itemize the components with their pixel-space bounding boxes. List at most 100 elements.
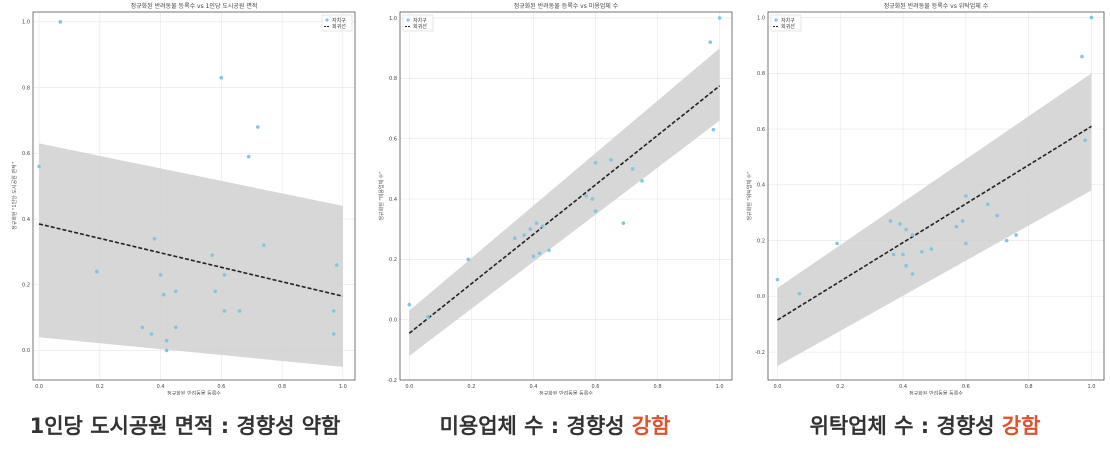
x-tick-label: 0.0: [773, 384, 781, 390]
data-point: [210, 253, 215, 257]
data-point: [898, 222, 902, 226]
data-point: [995, 213, 1000, 218]
data-point: [929, 247, 934, 251]
chart-grooming-svg: 0.0 0.2 0.4 0.6 0.8 1.0 -0.2 0.0 0.2 0.4 0.6 0.8 1.0…: [378, 2, 733, 395]
data-point: [901, 252, 905, 257]
x-tick-label: 0.0: [405, 384, 413, 390]
caption-text: 위탁업체 수 : 경향성: [809, 414, 1002, 438]
x-tick-label: 0.2: [836, 384, 844, 390]
data-point: [1080, 54, 1084, 59]
data-point: [222, 309, 227, 313]
data-point: [466, 257, 471, 262]
data-point: [630, 167, 635, 171]
caption-text: 1인당 도시공원 면적 : 경향성 약함: [29, 414, 341, 438]
x-tick-label: 0.0: [35, 384, 43, 390]
y-tick-label: 0.8: [757, 71, 765, 77]
data-point: [640, 179, 644, 183]
data-point: [334, 263, 339, 267]
regression-line: [777, 125, 1092, 321]
data-point: [37, 164, 41, 169]
legend-entry-points: 자치구: [332, 17, 346, 24]
data-point: [140, 325, 145, 330]
data-point: [964, 194, 968, 198]
regression-line: [408, 85, 721, 334]
y-tick-label: 0.2: [22, 283, 30, 289]
x-tick-label: 1.0: [1087, 384, 1095, 390]
chart-panel-park-area: 0.0 0.2 0.4 0.6 0.8 1.0 0.0 0.2 0.4 0.6 0.8 1.0 정규화된…: [0, 0, 365, 395]
plot-frame: [767, 11, 1105, 381]
data-point: [94, 269, 99, 274]
data-point: [1004, 238, 1009, 243]
data-point: [1089, 15, 1094, 20]
data-point: [540, 224, 545, 228]
data-point: [58, 20, 63, 24]
plot-frame: [32, 11, 356, 381]
caption-grooming: 미용업체 수 : 경향성 강함: [370, 410, 740, 440]
x-axis-label: 정규화된 반려동물 등록수: [539, 390, 593, 395]
data-point: [426, 314, 430, 319]
plot-frame: [399, 11, 733, 381]
chart-title: 정규화된 반려동물 등록수 vs 1인당 도시공원 면적: [131, 2, 258, 10]
chart-panel-boarding: 0.0 0.2 0.4 0.6 0.8 1.0 -0.2 0.0 0.2 0.4 0.6 0.8 1.0…: [738, 0, 1110, 395]
y-tick-label: 0.4: [757, 183, 765, 189]
data-point: [797, 291, 802, 296]
caption-strong: 강함: [1001, 414, 1041, 438]
x-tick-label: 0.4: [529, 384, 537, 390]
legend-box: [770, 14, 802, 32]
data-point: [173, 289, 178, 294]
y-tick-label: 1.0: [757, 15, 765, 21]
chart-park-area-svg: 0.0 0.2 0.4 0.6 0.8 1.0 0.0 0.2 0.4 0.6 0.8 1.0 정규화된…: [11, 2, 356, 395]
data-point: [513, 236, 517, 241]
y-tick-label: 1.0: [22, 20, 30, 26]
y-tick-label: 0.4: [22, 217, 30, 223]
data-point: [904, 227, 908, 232]
legend-box: [321, 14, 353, 32]
x-tick-label: 0.6: [217, 384, 225, 390]
data-point: [547, 248, 551, 253]
y-tick-label: 0.8: [389, 76, 397, 82]
legend-point-marker: [325, 18, 329, 22]
data-point: [711, 127, 716, 132]
data-point: [164, 338, 169, 343]
chart-title: 정규화된 반려동물 등록수 vs 미용업체 수: [514, 2, 619, 10]
data-point: [708, 40, 713, 44]
legend-box: [402, 14, 434, 32]
data-point: [960, 219, 965, 223]
y-tick-label: 0.0: [389, 317, 397, 323]
data-point: [222, 273, 227, 277]
data-point: [964, 241, 968, 246]
x-tick-label: 0.8: [278, 384, 286, 390]
data-point: [246, 154, 251, 159]
legend-point-marker: [774, 18, 778, 22]
x-tick-label: 0.8: [654, 384, 662, 390]
x-tick-label: 0.6: [592, 384, 600, 390]
caption-text: 미용업체 수 : 경향성: [439, 414, 632, 438]
legend-entry-regression: 회귀선: [413, 23, 427, 30]
y-axis-label: 정규화된 "위탁업체 수": [746, 171, 753, 220]
legend-point-marker: [406, 18, 410, 22]
data-point: [173, 325, 178, 330]
data-point: [262, 243, 266, 248]
data-point: [528, 227, 533, 231]
data-point: [717, 16, 722, 20]
chart-boarding-svg: 0.0 0.2 0.4 0.6 0.8 1.0 -0.2 0.0 0.2 0.4 0.6 0.8 1.0…: [746, 2, 1105, 395]
data-point: [775, 277, 780, 282]
data-point: [255, 125, 260, 129]
data-point: [152, 236, 157, 241]
data-point: [237, 309, 242, 313]
data-point: [910, 272, 915, 276]
x-tick-label: 1.0: [716, 384, 724, 390]
x-tick-label: 0.4: [157, 384, 165, 390]
x-tick-label: 0.6: [962, 384, 970, 390]
data-point: [407, 302, 412, 307]
data-point: [534, 221, 539, 225]
x-axis-label: 정규화된 반려동물 등록수: [909, 390, 963, 395]
y-tick-label: 0.0: [757, 294, 765, 300]
legend-entry-points: 자치구: [413, 17, 427, 24]
x-axis-label: 정규화된 반려동물 등록수: [167, 390, 221, 395]
legend-entry-regression: 회귀선: [781, 23, 795, 30]
data-point: [888, 219, 893, 223]
y-axis-label: 정규화된 "미용업체 수": [378, 171, 385, 220]
y-tick-label: 0.6: [757, 127, 765, 133]
x-tick-label: 0.8: [1025, 384, 1033, 390]
